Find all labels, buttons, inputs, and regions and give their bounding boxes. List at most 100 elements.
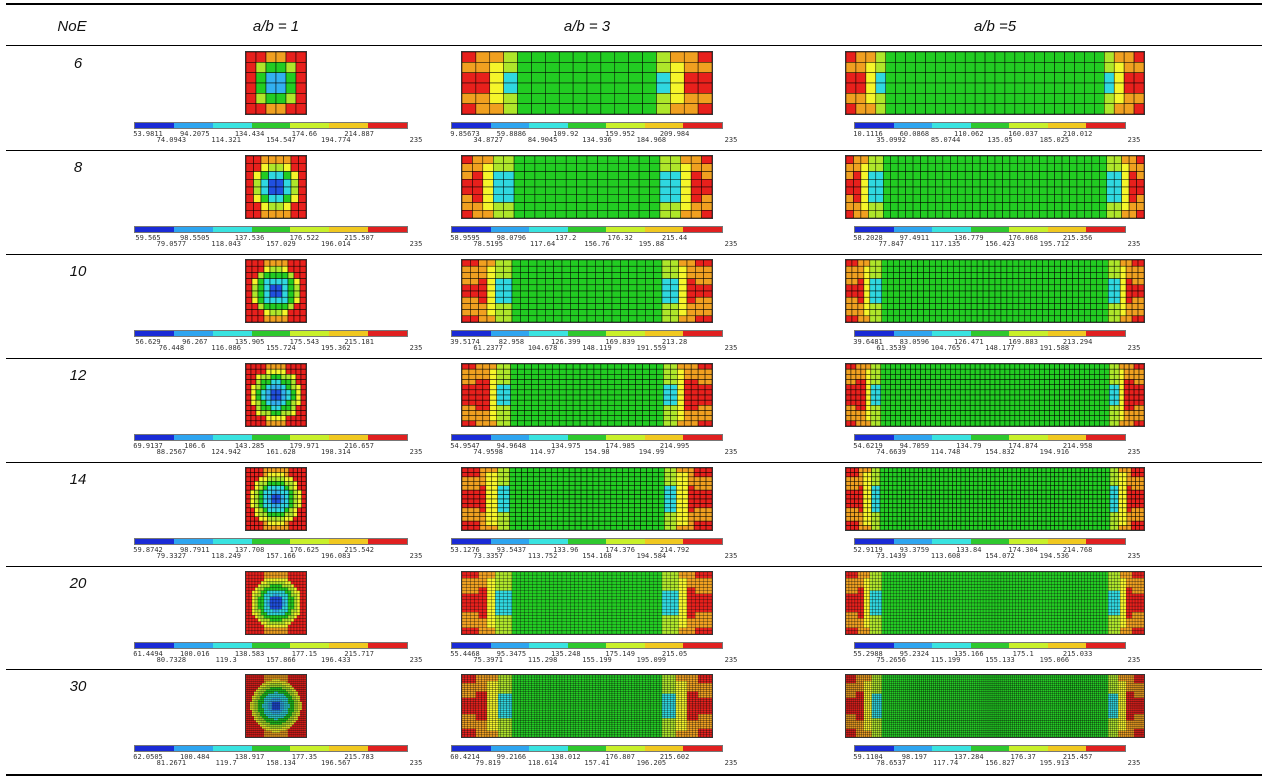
legend-value: 104.678 <box>527 343 558 352</box>
legend-value: 213.28 <box>661 337 688 346</box>
legend-value: 235 <box>1127 759 1141 768</box>
stress-plot <box>461 674 713 739</box>
legend-value: 113.608 <box>930 551 961 560</box>
legend-value: 82.958 <box>498 337 525 346</box>
row-divider <box>6 461 1262 463</box>
noe-label: 8 <box>73 158 83 176</box>
legend-value: 94.7059 <box>899 441 930 450</box>
row-divider <box>6 149 1262 151</box>
legend-value: 74.9598 <box>473 447 503 456</box>
legend-value: 95.3475 <box>496 649 527 658</box>
legend-swatch <box>173 226 213 232</box>
legend-swatch <box>644 538 684 544</box>
legend-value: 110.062 <box>954 130 984 138</box>
legend-swatch <box>606 226 645 232</box>
legend-swatch <box>1009 330 1048 336</box>
legend-swatch <box>529 123 568 128</box>
legend-swatch <box>452 226 491 232</box>
results-table: NoE a/b = 1 a/b = 3 a/b =5 6 53.9811 94.20… <box>6 0 1262 782</box>
legend-value: 156.76 <box>584 239 610 248</box>
legend-swatch <box>1086 642 1126 648</box>
color-legend: 59.8742 98.7911 137.708 176.625 215.542 79.33… <box>133 537 422 564</box>
legend-value: 235 <box>1127 655 1141 664</box>
legend-value: 79.819 <box>475 759 501 768</box>
legend-value: 148.177 <box>985 343 1015 352</box>
legend-swatch <box>1086 123 1126 128</box>
legend-value: 75.3971 <box>473 655 503 664</box>
legend-swatch <box>606 434 645 440</box>
legend-value: 118.614 <box>527 759 558 768</box>
legend-value: 176.068 <box>1008 233 1038 242</box>
legend-value: 53.1276 <box>450 545 480 554</box>
legend-swatch <box>855 226 894 232</box>
legend-swatch <box>1047 330 1087 336</box>
legend-swatch <box>567 746 607 752</box>
legend-value: 99.2166 <box>496 753 527 762</box>
legend-swatch <box>1086 434 1126 440</box>
legend-value: 73.3357 <box>473 551 503 560</box>
legend-swatch <box>173 434 213 440</box>
header-ab1: a/b = 1 <box>252 18 300 35</box>
legend-value: 169.883 <box>1008 337 1038 346</box>
legend-value: 235 <box>724 655 738 664</box>
legend-swatch <box>329 123 369 128</box>
legend-value: 135.905 <box>234 337 265 346</box>
legend-value: 210.012 <box>1062 130 1093 138</box>
legend-value: 174.304 <box>1008 545 1038 554</box>
legend-swatch <box>251 330 291 336</box>
legend-value: 109.92 <box>553 130 579 138</box>
legend-bar <box>854 329 1126 337</box>
legend-value: 74.6639 <box>876 447 906 456</box>
legend-value: 52.9119 <box>853 545 883 554</box>
legend-value: 35.0992 <box>876 136 906 144</box>
legend-value: 135.166 <box>954 649 984 658</box>
legend-swatch <box>329 434 369 440</box>
legend-value: 114.321 <box>211 136 241 144</box>
legend-bar <box>854 641 1126 649</box>
row-divider <box>6 565 1262 567</box>
legend-value: 59.565 <box>135 233 161 242</box>
legend-swatch <box>290 538 330 544</box>
legend-swatch <box>970 538 1010 544</box>
legend-swatch <box>173 123 213 128</box>
legend-value: 235 <box>1127 136 1141 144</box>
legend-value: 214.792 <box>659 545 690 554</box>
legend-swatch <box>490 330 530 336</box>
legend-bar <box>451 641 723 649</box>
color-legend: 53.9811 94.2075 134.434 174.66 214.887 74.094… <box>133 122 422 148</box>
legend-swatch <box>452 746 491 752</box>
legend-value: 134.434 <box>234 130 265 138</box>
legend-value: 235 <box>724 759 738 768</box>
color-legend: 59.565 98.5505 137.536 176.522 215.507 79.057… <box>134 225 422 252</box>
legend-swatch <box>490 226 530 232</box>
legend-value: 176.32 <box>607 233 633 242</box>
legend-value: 138.917 <box>234 753 265 762</box>
color-legend: 60.4214 99.2166 138.012 176.807 215.602 79.81… <box>450 745 737 771</box>
legend-value: 235 <box>1127 551 1141 560</box>
legend-bar <box>451 122 723 129</box>
legend-value: 195.066 <box>1039 655 1070 664</box>
color-legend: 39.5174 82.958 126.399 169.839 213.28 61.2377… <box>450 329 737 356</box>
legend-value: 106.6 <box>184 441 206 450</box>
legend-value: 117.135 <box>930 239 961 248</box>
legend-swatch <box>452 123 491 128</box>
legend-swatch <box>290 642 330 648</box>
legend-swatch <box>212 330 252 336</box>
legend-swatch <box>567 642 607 648</box>
stress-plot <box>461 154 713 219</box>
legend-value: 119.7 <box>215 759 237 768</box>
legend-value: 215.457 <box>1062 753 1093 762</box>
legend-value: 98.7911 <box>180 545 210 554</box>
legend-value: 119.3 <box>215 655 237 664</box>
legend-value: 174.874 <box>1008 441 1038 450</box>
legend-value: 58.2028 <box>853 233 883 242</box>
legend-swatch <box>644 226 684 232</box>
legend-swatch <box>329 746 369 752</box>
legend-value: 134.975 <box>551 441 581 450</box>
legend-swatch <box>1009 746 1048 752</box>
legend-value: 235 <box>409 343 423 352</box>
legend-swatch <box>683 434 723 440</box>
color-legend: 55.2988 95.2324 135.166 175.1 215.033 75.2656… <box>853 641 1140 668</box>
legend-swatch <box>567 330 607 336</box>
legend-swatch <box>368 226 408 232</box>
